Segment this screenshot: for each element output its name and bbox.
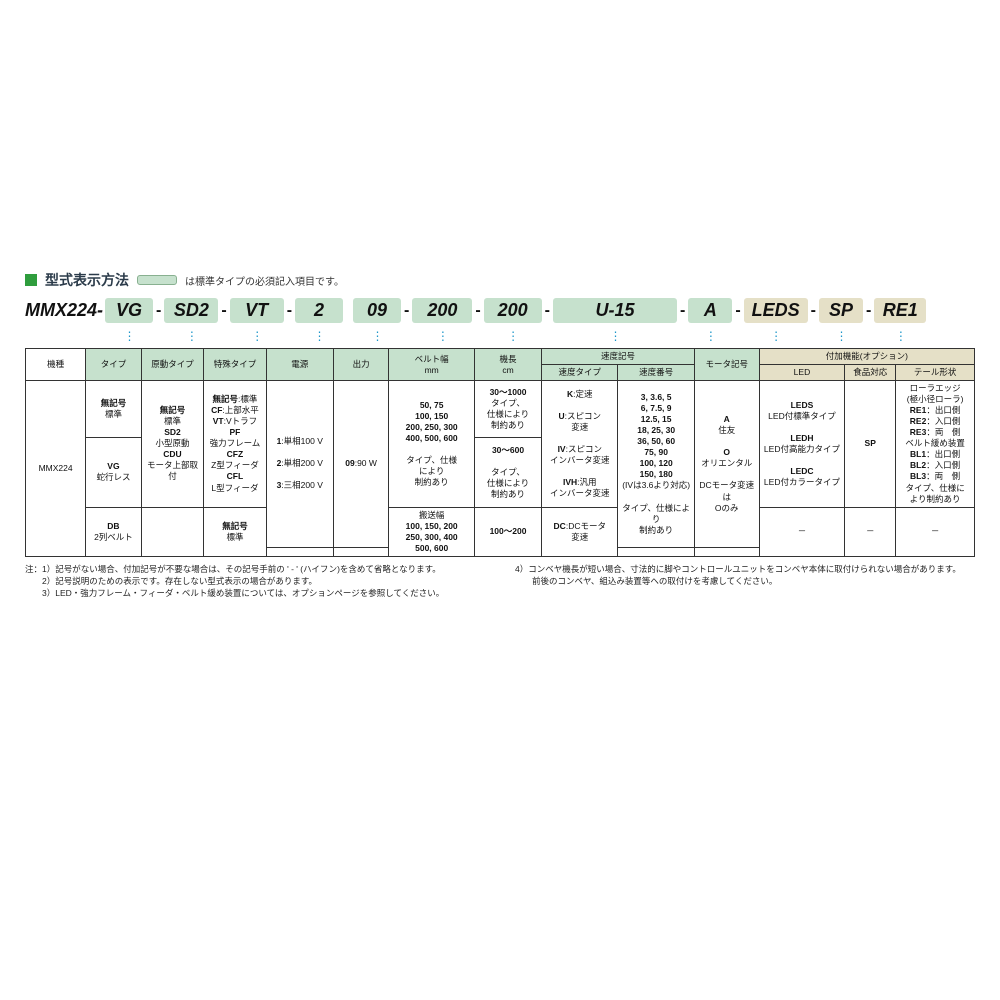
table-cell: 100～200 <box>474 507 541 556</box>
table-cell <box>694 547 759 556</box>
dots-icon: ⋮ <box>353 329 401 343</box>
model-segment: A <box>688 298 732 323</box>
model-segment: 200 <box>484 298 542 323</box>
table-cell <box>141 507 203 556</box>
table-cell: 無記号標準 <box>86 381 142 438</box>
dots-icon: ⋮ <box>105 329 153 343</box>
col-header: LED <box>759 365 845 381</box>
table-cell: A住友OオリエンタルDCモータ変速はOのみ <box>694 381 759 548</box>
col-header: 電源 <box>266 349 333 381</box>
col-header-group: 速度記号 <box>542 349 695 365</box>
table-cell: 1:単相100 V2:単相200 V3:三相200 V <box>266 381 333 548</box>
dots-icon: ⋮ <box>295 329 343 343</box>
dots-icon: ⋮ <box>744 329 808 343</box>
table-cell <box>266 547 333 556</box>
notes-left: 注：1）記号がない場合、付加記号が不要な場合は、その記号手前の ' - ' (ハ… <box>25 563 485 600</box>
title-row: 型式表示方法 は標準タイプの必須記入項目です。 <box>25 270 975 290</box>
model-segment: LEDS <box>744 298 808 323</box>
table-cell: 50, 75100, 150200, 250, 300400, 500, 600… <box>389 381 475 508</box>
dots-icon: ⋮ <box>230 329 284 343</box>
dots-icon: ⋮ <box>484 329 542 343</box>
col-header: テール形状 <box>896 365 975 381</box>
model-segment: RE1 <box>874 298 926 323</box>
col-header: ベルト幅mm <box>389 349 475 381</box>
col-header: 機種 <box>26 349 86 381</box>
table-cell: 30～1000タイプ、仕様により制約あり <box>474 381 541 438</box>
col-header: 機長cm <box>474 349 541 381</box>
table-cell: － <box>896 507 975 556</box>
model-segment: 2 <box>295 298 343 323</box>
col-header: 特殊タイプ <box>204 349 266 381</box>
table-cell: 無記号標準SD2小型原動CDUモータ上部取付 <box>141 381 203 508</box>
model-segment: SD2 <box>164 298 218 323</box>
col-header-group: 付加機能(オプション) <box>759 349 974 365</box>
col-header: 原動タイプ <box>141 349 203 381</box>
model-segment: 09 <box>353 298 401 323</box>
col-header: タイプ <box>86 349 142 381</box>
table-cell: 3, 3.6, 56, 7.5, 912.5, 1518, 25, 3036, … <box>618 381 694 548</box>
model-segment: U-15 <box>553 298 677 323</box>
col-header: 食品対応 <box>845 365 896 381</box>
table-cell: K:定速U:スピコン変速IV:スピコンインバータ変速IVH:汎用インバータ変速 <box>542 381 618 508</box>
table-cell <box>333 547 389 556</box>
table-cell: ローラエッジ(極小径ローラ)RE1：出口側RE2：入口側RE3：両 側ベルト緩め… <box>896 381 975 508</box>
table-cell: DB2列ベルト <box>86 507 142 556</box>
dots-icon: ⋮ <box>874 329 926 343</box>
model-segment: 200 <box>412 298 472 323</box>
col-header: モータ記号 <box>694 349 759 381</box>
mandatory-pill-icon <box>137 275 177 285</box>
model-number-row: MMX224-VG-SD2-VT-209-200-200-U-15-A-LEDS… <box>25 298 975 323</box>
col-header: 速度タイプ <box>542 365 618 381</box>
dots-icon: ⋮ <box>164 329 218 343</box>
table-cell: 30～600タイプ、仕様により制約あり <box>474 437 541 507</box>
dots-icon: ⋮ <box>819 329 863 343</box>
table-cell: DC:DCモータ変速 <box>542 507 618 556</box>
dots-icon: ⋮ <box>553 329 677 343</box>
content-wrap: 型式表示方法 は標準タイプの必須記入項目です。 MMX224-VG-SD2-VT… <box>25 270 975 600</box>
notes-right: 4）コンベヤ機長が短い場合、寸法的に脚やコントロールユニットをコンベヤ本体に取付… <box>515 563 975 600</box>
col-header: 速度番号 <box>618 365 694 381</box>
table-cell: － <box>759 507 845 556</box>
spec-table: 機種タイプ原動タイプ特殊タイプ電源出力ベルト幅mm機長cm速度記号モータ記号付加… <box>25 348 975 557</box>
table-cell: LEDSLED付標準タイプLEDHLED付高能力タイプLEDCLED付カラータイ… <box>759 381 845 508</box>
model-segment: SP <box>819 298 863 323</box>
table-cell <box>618 547 694 556</box>
table-cell: － <box>845 507 896 556</box>
table-cell: VG蛇行レス <box>86 437 142 507</box>
dots-row: MMX224-⋮-⋮-⋮-⋮⋮-⋮-⋮-⋮-⋮-⋮-⋮-⋮ <box>25 325 975 346</box>
table-cell: 搬送幅100, 150, 200250, 300, 400500, 600 <box>389 507 475 556</box>
page-title: 型式表示方法 <box>45 270 129 290</box>
table-cell: MMX224 <box>26 381 86 557</box>
col-header: 出力 <box>333 349 389 381</box>
notes: 注：1）記号がない場合、付加記号が不要な場合は、その記号手前の ' - ' (ハ… <box>25 563 975 600</box>
dots-icon: ⋮ <box>412 329 472 343</box>
title-sub: は標準タイプの必須記入項目です。 <box>185 273 344 288</box>
title-marker-icon <box>25 274 37 286</box>
table-cell: 無記号:標準CF:上部水平VT:VトラフPF強力フレームCFZZ型フィーダCFL… <box>204 381 266 508</box>
model-prefix: MMX224- <box>25 300 105 321</box>
model-segment: VG <box>105 298 153 323</box>
table-cell: 09:90 W <box>333 381 389 548</box>
table-cell: SP <box>845 381 896 508</box>
model-segment: VT <box>230 298 284 323</box>
dots-icon: ⋮ <box>688 329 732 343</box>
table-cell: 無記号標準 <box>204 507 266 556</box>
